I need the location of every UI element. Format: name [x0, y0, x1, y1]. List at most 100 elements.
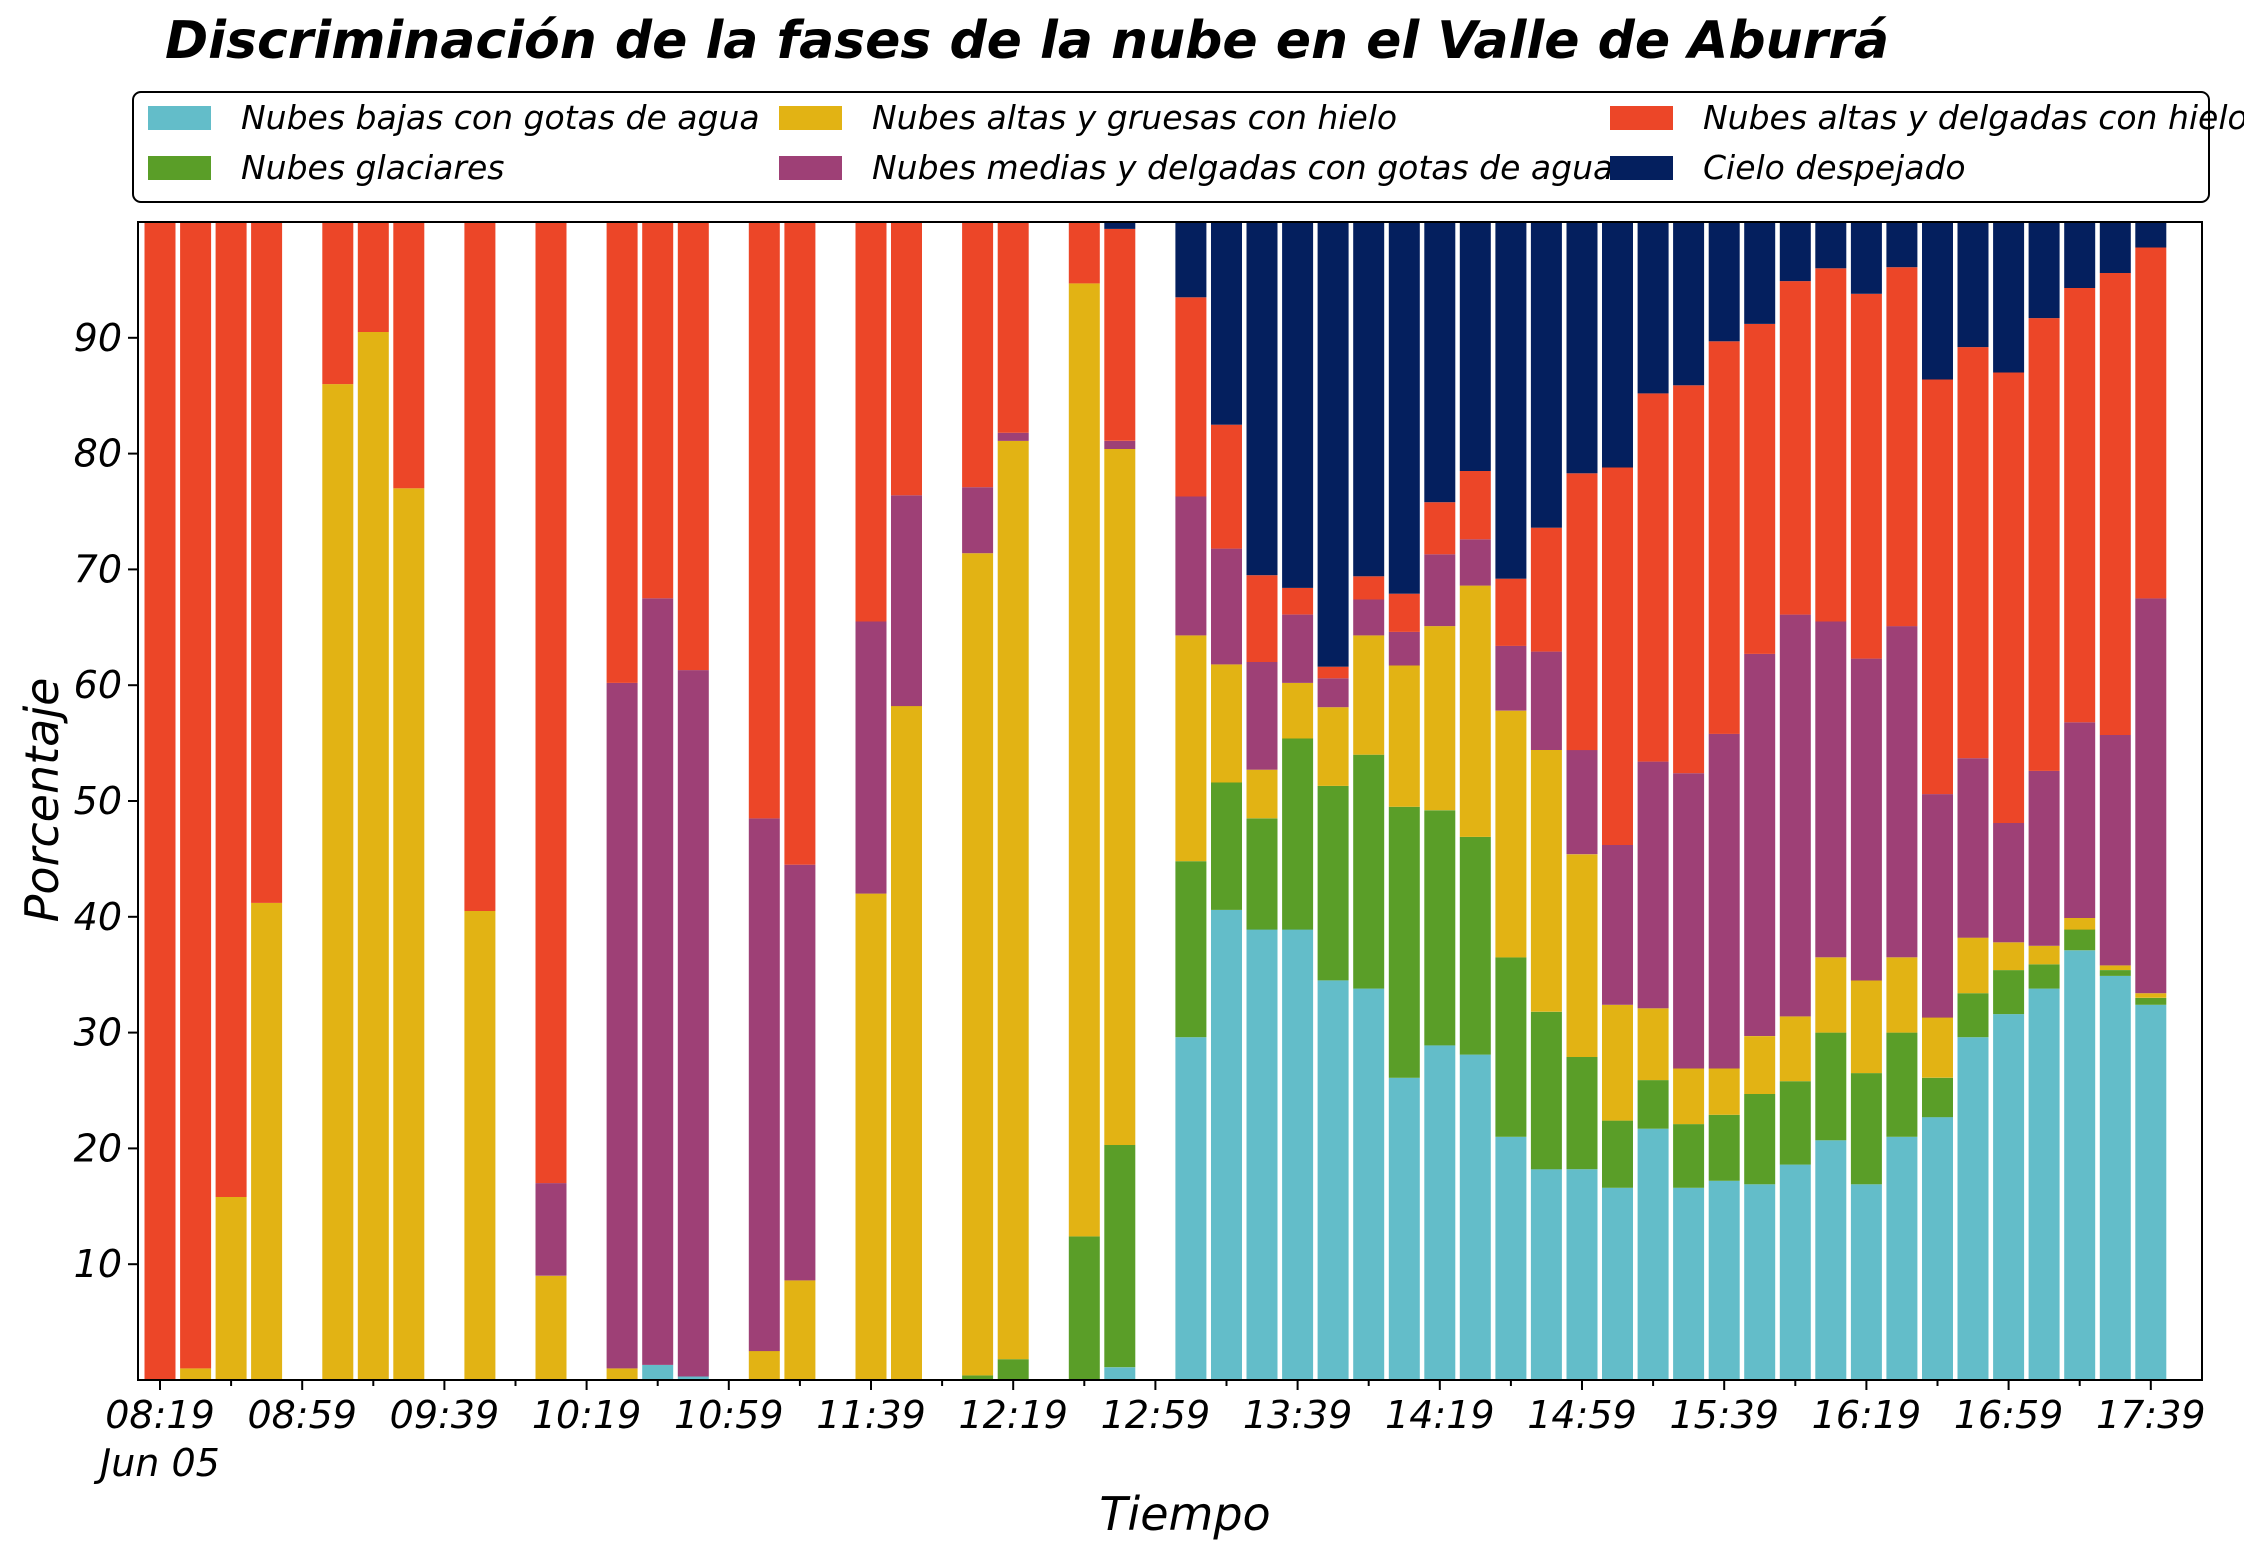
bar-stack: [1602, 222, 1633, 1380]
bar-segment: [2064, 950, 2096, 1380]
x-tick-label: 08:59: [247, 1393, 357, 1437]
bar-segment: [1068, 283, 1100, 1237]
legend-item: Nubes glaciares: [148, 148, 504, 187]
bar-stack: [1282, 222, 1314, 1380]
bar-segment: [997, 1359, 1029, 1380]
bar-segment: [1530, 1011, 1562, 1170]
bar-segment: [1602, 222, 1633, 468]
bar-segment: [1637, 393, 1669, 762]
bar-segment: [1815, 222, 1847, 269]
bar-segment: [1566, 854, 1598, 1057]
y-tick-label: 80: [74, 432, 122, 476]
bar-segment: [1993, 1014, 2025, 1380]
bar-segment: [748, 818, 780, 1352]
bar-stack: [1744, 222, 1776, 1380]
bar-segment: [1211, 424, 1242, 549]
x-axis: 08:19 08:59 09:39 10:19 10:59 11:39 12:19 12:59…: [105, 1380, 2206, 1437]
bar-segment: [1673, 385, 1705, 774]
bar-segment: [2028, 964, 2060, 989]
bar-segment: [1850, 658, 1882, 981]
bar-segment: [322, 384, 354, 1381]
y-tick-label: 10: [74, 1242, 122, 1286]
x-axis-label: Tiempo: [1099, 1487, 1270, 1541]
bar-stack: [1886, 222, 1918, 1380]
bar-segment: [2135, 222, 2167, 248]
bar-segment: [748, 1351, 780, 1380]
bar-segment: [1922, 1017, 1953, 1078]
bar-segment: [1886, 267, 1918, 627]
bar-stack: [2064, 222, 2096, 1380]
bar-segment: [535, 222, 567, 1184]
bar-stack: [1708, 222, 1740, 1380]
bar-stack: [535, 222, 567, 1380]
y-tick-label: 90: [74, 316, 122, 360]
bar-stack: [1388, 222, 1420, 1380]
bar-segment: [642, 222, 674, 599]
bar-segment: [891, 495, 922, 707]
bar-stack: [2135, 222, 2167, 1380]
bar-stack: [891, 222, 922, 1380]
bar-segment: [1673, 1068, 1705, 1125]
bar-segment: [1388, 593, 1420, 632]
bar-segment: [1353, 599, 1385, 636]
x-tick-label: 10:59: [674, 1393, 784, 1437]
bar-segment: [2028, 945, 2060, 965]
bar-segment: [535, 1275, 567, 1380]
bar-stack: [251, 222, 283, 1380]
bar-segment: [144, 222, 176, 1380]
bar-segment: [1922, 379, 1953, 795]
bar-segment: [357, 332, 389, 1380]
bar-segment: [2135, 993, 2167, 998]
bar-stack: [322, 222, 354, 1381]
bar-stack: [1495, 222, 1527, 1380]
bar-segment: [1744, 323, 1776, 654]
bar-segment: [1886, 626, 1918, 958]
legend-swatch: [1610, 156, 1673, 180]
bar-stack: [997, 222, 1029, 1380]
bar-segment: [1459, 471, 1491, 540]
bar-stack: [1850, 222, 1882, 1380]
bar-segment: [855, 621, 887, 894]
x-tick-label: 16:19: [1812, 1393, 1922, 1437]
bar-stack: [606, 222, 638, 1380]
bar-segment: [1459, 836, 1491, 1055]
bar-segment: [784, 864, 816, 1281]
x-tick-label: 14:59: [1527, 1393, 1637, 1437]
legend-label: Nubes glaciares: [241, 148, 504, 187]
bar-stack: [855, 222, 887, 1380]
bar-stack: [1211, 222, 1242, 1380]
bar-segment: [393, 488, 425, 1380]
bar-segment: [1566, 1169, 1598, 1380]
bar-segment: [1708, 341, 1740, 734]
bar-segment: [1104, 440, 1136, 449]
bar-segment: [1104, 228, 1136, 441]
bar-segment: [1353, 576, 1385, 600]
bar-segment: [1353, 754, 1385, 989]
bar-segment: [1317, 980, 1349, 1380]
bar-stack: [1815, 222, 1847, 1380]
bar-stack: [1673, 222, 1705, 1380]
legend-label: Nubes bajas con gotas de agua: [241, 98, 760, 137]
bar-segment: [1530, 222, 1562, 528]
bar-segment: [1993, 970, 2025, 1015]
bar-segment: [1744, 653, 1776, 1036]
bar-segment: [962, 553, 994, 1376]
bar-segment: [1495, 710, 1527, 958]
bar-segment: [1993, 942, 2025, 971]
bar-segment: [1708, 1114, 1740, 1181]
bar-segment: [1424, 810, 1456, 1046]
bar-segment: [2135, 598, 2167, 994]
bar-segment: [464, 222, 496, 911]
bar-segment: [180, 222, 212, 1369]
bar-segment: [1566, 750, 1598, 855]
x-tick-label: 13:39: [1243, 1393, 1353, 1437]
bar-segment: [1424, 626, 1456, 811]
x-tick-label: 12:59: [1101, 1393, 1211, 1437]
bar-segment: [2028, 988, 2060, 1380]
x-tick-label: 11:39: [816, 1393, 926, 1437]
bar-segment: [1353, 222, 1385, 577]
bar-segment: [1246, 929, 1278, 1380]
bar-segment: [464, 911, 496, 1380]
bar-segment: [1104, 222, 1136, 229]
